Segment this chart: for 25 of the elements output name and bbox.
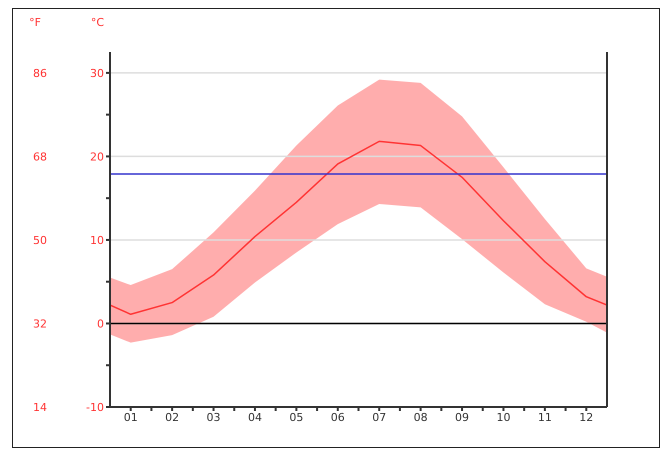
- x-tick-label: 03: [206, 410, 221, 424]
- y-axis-title: °C: [90, 16, 104, 29]
- x-tick-label: 06: [330, 410, 345, 424]
- x-tick-label: 07: [372, 410, 386, 424]
- y2-tick-label: 14: [33, 400, 47, 414]
- x-tick-label: 10: [496, 410, 510, 424]
- y-tick-label: 30: [90, 66, 104, 80]
- line-series: [110, 140, 607, 316]
- y2-tick-label: 86: [33, 66, 47, 80]
- x-tick-label: 12: [579, 410, 594, 424]
- y-tick-label: 10: [90, 234, 104, 247]
- y2-axis-title: °F: [29, 16, 41, 29]
- x-tick-label: 08: [414, 410, 428, 424]
- y2-tick-label: 32: [33, 317, 47, 330]
- x-tick-label: 05: [289, 410, 304, 424]
- y-tick-label: 20: [90, 150, 104, 164]
- y-tick-label: 0: [97, 317, 104, 330]
- y2-tick-label: 50: [33, 234, 47, 247]
- y2-tick-label: 68: [33, 150, 47, 164]
- x-tick-label: 02: [165, 410, 180, 424]
- x-tick-label: 04: [248, 410, 262, 424]
- x-tick-label: 01: [124, 410, 138, 424]
- y-tick-label: -10: [86, 400, 104, 414]
- x-tick-label: 09: [455, 410, 470, 424]
- x-tick-label: 11: [538, 410, 552, 424]
